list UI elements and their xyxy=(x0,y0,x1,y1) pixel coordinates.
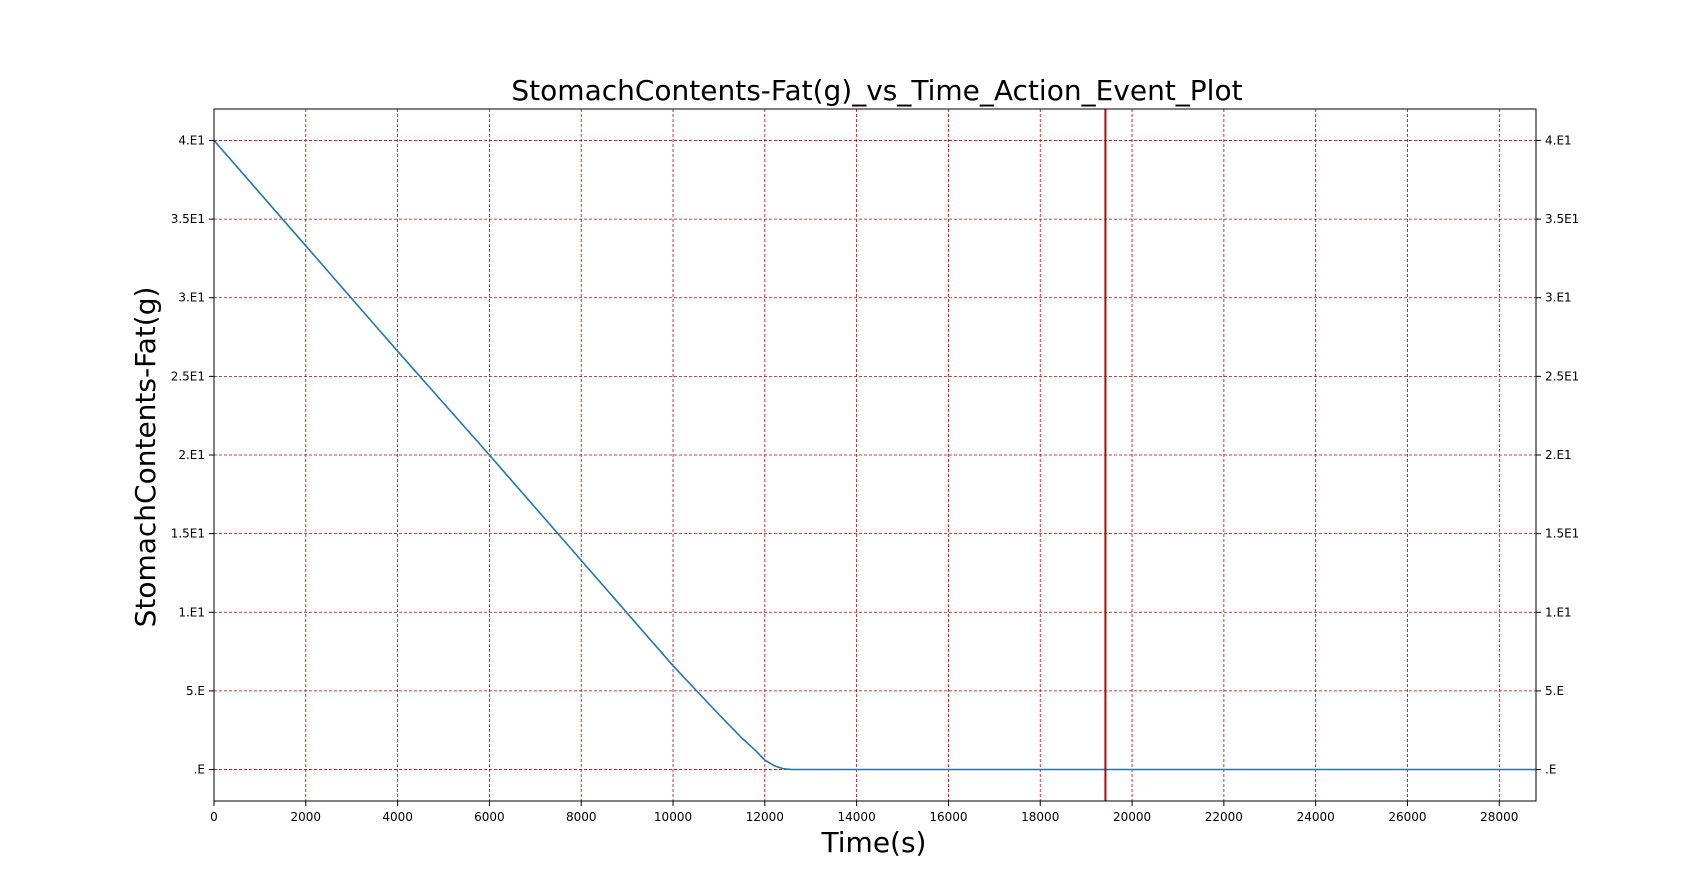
x-tick-label: 2000 xyxy=(291,810,322,824)
x-tick-label: 20000 xyxy=(1113,810,1151,824)
series-layer xyxy=(213,139,1536,771)
x-tick-label: 14000 xyxy=(838,810,876,824)
x-tick-label: 0 xyxy=(210,810,218,824)
y-tick-label-right: 2.E1 xyxy=(1545,448,1572,462)
y-tick-label-left: 2.E1 xyxy=(178,448,205,462)
y-tick-label-right: .E xyxy=(1545,763,1556,777)
x-tick-label: 16000 xyxy=(929,810,967,824)
x-tick-label: 24000 xyxy=(1297,810,1335,824)
grid-layer xyxy=(214,109,1536,801)
y-tick-label-left: 4.E1 xyxy=(178,133,205,147)
y-axis-ticks-right: .E 5.E 1.E1 1.5E1 2.E1 2.5E1 3.E1 3.5E1 4.E1 xyxy=(1536,133,1579,777)
x-tick-label: 6000 xyxy=(474,810,505,824)
y-tick-label-right: 2.5E1 xyxy=(1545,369,1579,383)
x-tick-label: 26000 xyxy=(1388,810,1426,824)
y-tick-label-left: 3.E1 xyxy=(178,291,205,305)
x-tick-label: 8000 xyxy=(566,810,597,824)
chart-title: StomachContents-Fat(g)_vs_Time_Action_Ev… xyxy=(511,74,1242,107)
x-axis-ticks: 0 2000 4000 6000 8000 10000 12000 14000 16000 180… xyxy=(210,801,1518,824)
x-tick-label: 4000 xyxy=(382,810,413,824)
y-tick-label-left: 2.5E1 xyxy=(171,369,205,383)
y-tick-label-right: 5.E xyxy=(1545,684,1564,698)
y-tick-label-right: 1.E1 xyxy=(1545,605,1572,619)
y-axis-label: StomachContents-Fat(g) xyxy=(129,287,162,628)
y-axis-ticks-left: .E 5.E 1.E1 1.5E1 2.E1 2.5E1 3.E1 3.5E1 4.E1 xyxy=(171,133,214,777)
x-tick-label: 12000 xyxy=(746,810,784,824)
y-tick-label-right: 3.E1 xyxy=(1545,291,1572,305)
x-tick-label: 10000 xyxy=(654,810,692,824)
y-tick-label-right: 4.E1 xyxy=(1545,133,1572,147)
y-tick-label-left: 5.E xyxy=(186,684,205,698)
x-axis-label: Time(s) xyxy=(821,826,927,859)
series-line xyxy=(213,139,1536,771)
x-tick-label: 28000 xyxy=(1480,810,1518,824)
y-tick-label-left: .E xyxy=(194,763,205,777)
x-tick-label: 18000 xyxy=(1021,810,1059,824)
y-tick-label-right: 3.5E1 xyxy=(1545,212,1579,226)
x-tick-label: 22000 xyxy=(1205,810,1243,824)
y-tick-label-left: 1.E1 xyxy=(178,605,205,619)
y-tick-label-left: 3.5E1 xyxy=(171,212,205,226)
y-tick-label-left: 1.5E1 xyxy=(171,527,205,541)
y-tick-label-right: 1.5E1 xyxy=(1545,527,1579,541)
